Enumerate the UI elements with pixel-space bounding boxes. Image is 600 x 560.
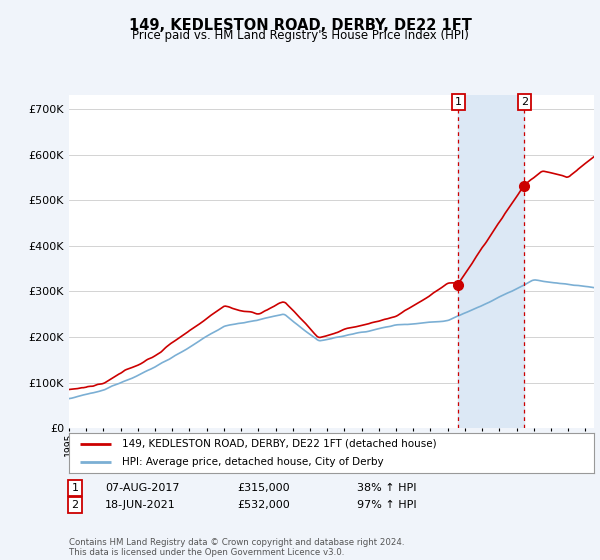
Bar	[458, 95, 524, 428]
Text: 38% ↑ HPI: 38% ↑ HPI	[357, 483, 416, 493]
Text: £532,000: £532,000	[237, 500, 290, 510]
Text: 18-JUN-2021: 18-JUN-2021	[105, 500, 176, 510]
Text: £315,000: £315,000	[237, 483, 290, 493]
Text: 97% ↑ HPI: 97% ↑ HPI	[357, 500, 416, 510]
Text: 149, KEDLESTON ROAD, DERBY, DE22 1FT (detached house): 149, KEDLESTON ROAD, DERBY, DE22 1FT (de…	[121, 439, 436, 449]
Text: Price paid vs. HM Land Registry's House Price Index (HPI): Price paid vs. HM Land Registry's House …	[131, 29, 469, 42]
Text: 1: 1	[455, 97, 462, 107]
Text: 1: 1	[71, 483, 79, 493]
Text: 149, KEDLESTON ROAD, DERBY, DE22 1FT: 149, KEDLESTON ROAD, DERBY, DE22 1FT	[128, 18, 472, 33]
Text: 07-AUG-2017: 07-AUG-2017	[105, 483, 179, 493]
Text: Contains HM Land Registry data © Crown copyright and database right 2024.
This d: Contains HM Land Registry data © Crown c…	[69, 538, 404, 557]
Text: 2: 2	[521, 97, 528, 107]
Text: HPI: Average price, detached house, City of Derby: HPI: Average price, detached house, City…	[121, 458, 383, 467]
Text: 2: 2	[71, 500, 79, 510]
